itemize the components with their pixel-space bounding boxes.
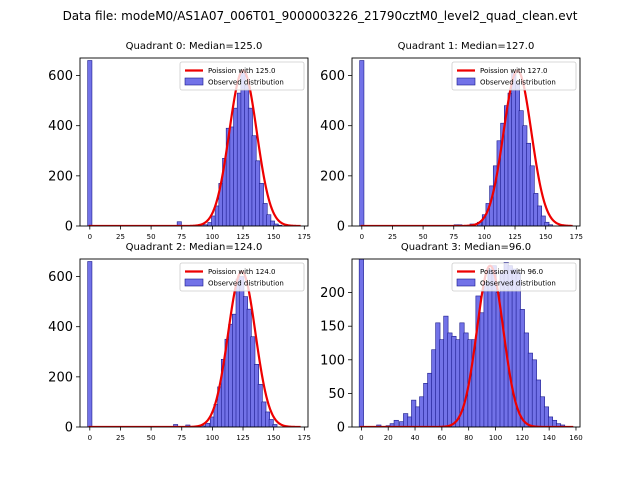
x-tick-label: 150 bbox=[267, 233, 280, 241]
histogram-bars bbox=[87, 60, 283, 226]
axes-frame bbox=[79, 57, 309, 227]
poisson-curve bbox=[88, 69, 301, 226]
x-tick-label: 25 bbox=[116, 233, 125, 241]
legend: Poission with 96.0 Observed distribution bbox=[451, 262, 577, 292]
histogram-bar bbox=[270, 220, 275, 226]
subplot-title: Quadrant 0: Median=125.0 bbox=[126, 41, 263, 52]
histogram-bar bbox=[87, 60, 93, 226]
x-tick-label: 100 bbox=[478, 233, 491, 241]
y-tick-label: 600 bbox=[320, 69, 345, 84]
histogram-bars bbox=[359, 60, 554, 226]
y-tick-label: 200 bbox=[48, 169, 73, 184]
subplot-title: Quadrant 2: Median=124.0 bbox=[126, 242, 263, 253]
subplot-title: Quadrant 1: Median=127.0 bbox=[398, 41, 535, 52]
y-tick-label: 150 bbox=[320, 320, 345, 335]
x-tick-label: 75 bbox=[177, 233, 186, 241]
y-tick-label: 0 bbox=[65, 421, 73, 436]
x-tick-label: 60 bbox=[437, 434, 446, 442]
x-tick-label: 125 bbox=[236, 233, 249, 241]
y-tick-label: 200 bbox=[48, 370, 73, 385]
y-tick-label: 400 bbox=[320, 119, 345, 134]
legend-label-poisson: Poission with 127.0 bbox=[480, 67, 548, 75]
histogram-bar bbox=[176, 221, 182, 226]
x-tick-label: 80 bbox=[464, 434, 473, 442]
subplot-2: Quadrant 2: Median=124.0 0 200 400 600 0 25 50 7… bbox=[48, 242, 311, 442]
x-tick-label: 120 bbox=[516, 434, 529, 442]
axes-frame bbox=[351, 57, 581, 227]
axes-frame bbox=[351, 258, 581, 428]
legend-box bbox=[451, 61, 577, 91]
legend-bar-swatch bbox=[184, 278, 204, 287]
histogram-bar bbox=[359, 60, 365, 226]
poisson-curve bbox=[88, 270, 301, 427]
x-tick-label: 0 bbox=[88, 434, 92, 442]
y-tick-label: 600 bbox=[48, 69, 73, 84]
legend-label-poisson: Poission with 125.0 bbox=[208, 67, 276, 75]
legend: Poission with 127.0 Observed distribution bbox=[451, 61, 577, 91]
x-tick-label: 75 bbox=[177, 434, 186, 442]
legend-bar-swatch bbox=[456, 278, 476, 287]
subplot-title: Quadrant 3: Median=96.0 bbox=[401, 242, 531, 253]
histogram-bar bbox=[358, 259, 364, 427]
x-tick-label: 175 bbox=[570, 233, 583, 241]
x-tick-label: 40 bbox=[411, 434, 420, 442]
x-tick-label: 125 bbox=[508, 233, 521, 241]
legend: Poission with 124.0 Observed distribution bbox=[179, 262, 305, 292]
x-tick-label: 125 bbox=[236, 434, 249, 442]
legend-label-poisson: Poission with 124.0 bbox=[208, 268, 276, 276]
histogram-bar bbox=[87, 261, 93, 427]
x-tick-label: 25 bbox=[116, 434, 125, 442]
legend-label-observed: Observed distribution bbox=[208, 79, 284, 87]
x-tick-label: 20 bbox=[384, 434, 393, 442]
x-tick-label: 0 bbox=[359, 434, 363, 442]
x-tick-label: 75 bbox=[449, 233, 458, 241]
y-tick-label: 0 bbox=[337, 220, 345, 235]
y-tick-label: 400 bbox=[48, 320, 73, 335]
x-tick-label: 50 bbox=[147, 434, 156, 442]
subplot-0: Quadrant 0: Median=125.0 0 200 400 600 0 25 50 7… bbox=[48, 41, 311, 241]
x-tick-label: 175 bbox=[298, 233, 311, 241]
axes-frame bbox=[79, 258, 309, 428]
y-tick-label: 0 bbox=[65, 220, 73, 235]
poisson-curve bbox=[360, 69, 573, 226]
x-tick-label: 175 bbox=[298, 434, 311, 442]
legend-box bbox=[451, 262, 577, 292]
y-tick-label: 400 bbox=[48, 119, 73, 134]
legend: Poission with 125.0 Observed distribution bbox=[179, 61, 305, 91]
x-tick-label: 160 bbox=[569, 434, 582, 442]
y-tick-label: 200 bbox=[320, 169, 345, 184]
y-tick-label: 50 bbox=[328, 387, 345, 402]
x-tick-label: 100 bbox=[206, 233, 219, 241]
x-tick-label: 50 bbox=[419, 233, 428, 241]
x-tick-label: 0 bbox=[88, 233, 92, 241]
legend-box bbox=[179, 262, 305, 292]
y-tick-label: 100 bbox=[320, 353, 345, 368]
x-tick-label: 150 bbox=[539, 233, 552, 241]
legend-bar-swatch bbox=[456, 77, 476, 86]
x-tick-label: 140 bbox=[542, 434, 555, 442]
legend-box bbox=[179, 61, 305, 91]
y-tick-label: 600 bbox=[48, 270, 73, 285]
histogram-bar bbox=[205, 422, 210, 427]
x-tick-label: 25 bbox=[388, 233, 397, 241]
figure-suptitle: Data file: modeM0/AS1A07_006T01_90000032… bbox=[63, 9, 578, 23]
x-tick-label: 100 bbox=[206, 434, 219, 442]
x-tick-label: 50 bbox=[147, 233, 156, 241]
subplot-1: Quadrant 1: Median=127.0 0 200 400 600 0 25 50 7… bbox=[320, 41, 583, 241]
subplot-3: Quadrant 3: Median=96.0 0 50 100 150 200 0 20 40… bbox=[320, 242, 582, 442]
histogram-bar bbox=[540, 215, 546, 226]
legend-label-observed: Observed distribution bbox=[208, 280, 284, 288]
legend-label-observed: Observed distribution bbox=[480, 280, 556, 288]
x-tick-label: 150 bbox=[267, 434, 280, 442]
legend-label-poisson: Poission with 96.0 bbox=[480, 268, 543, 276]
x-tick-label: 100 bbox=[489, 434, 502, 442]
x-tick-label: 0 bbox=[360, 233, 364, 241]
legend-bar-swatch bbox=[184, 77, 204, 86]
legend-label-observed: Observed distribution bbox=[480, 79, 556, 87]
y-tick-label: 0 bbox=[337, 421, 345, 436]
y-tick-label: 200 bbox=[320, 286, 345, 301]
